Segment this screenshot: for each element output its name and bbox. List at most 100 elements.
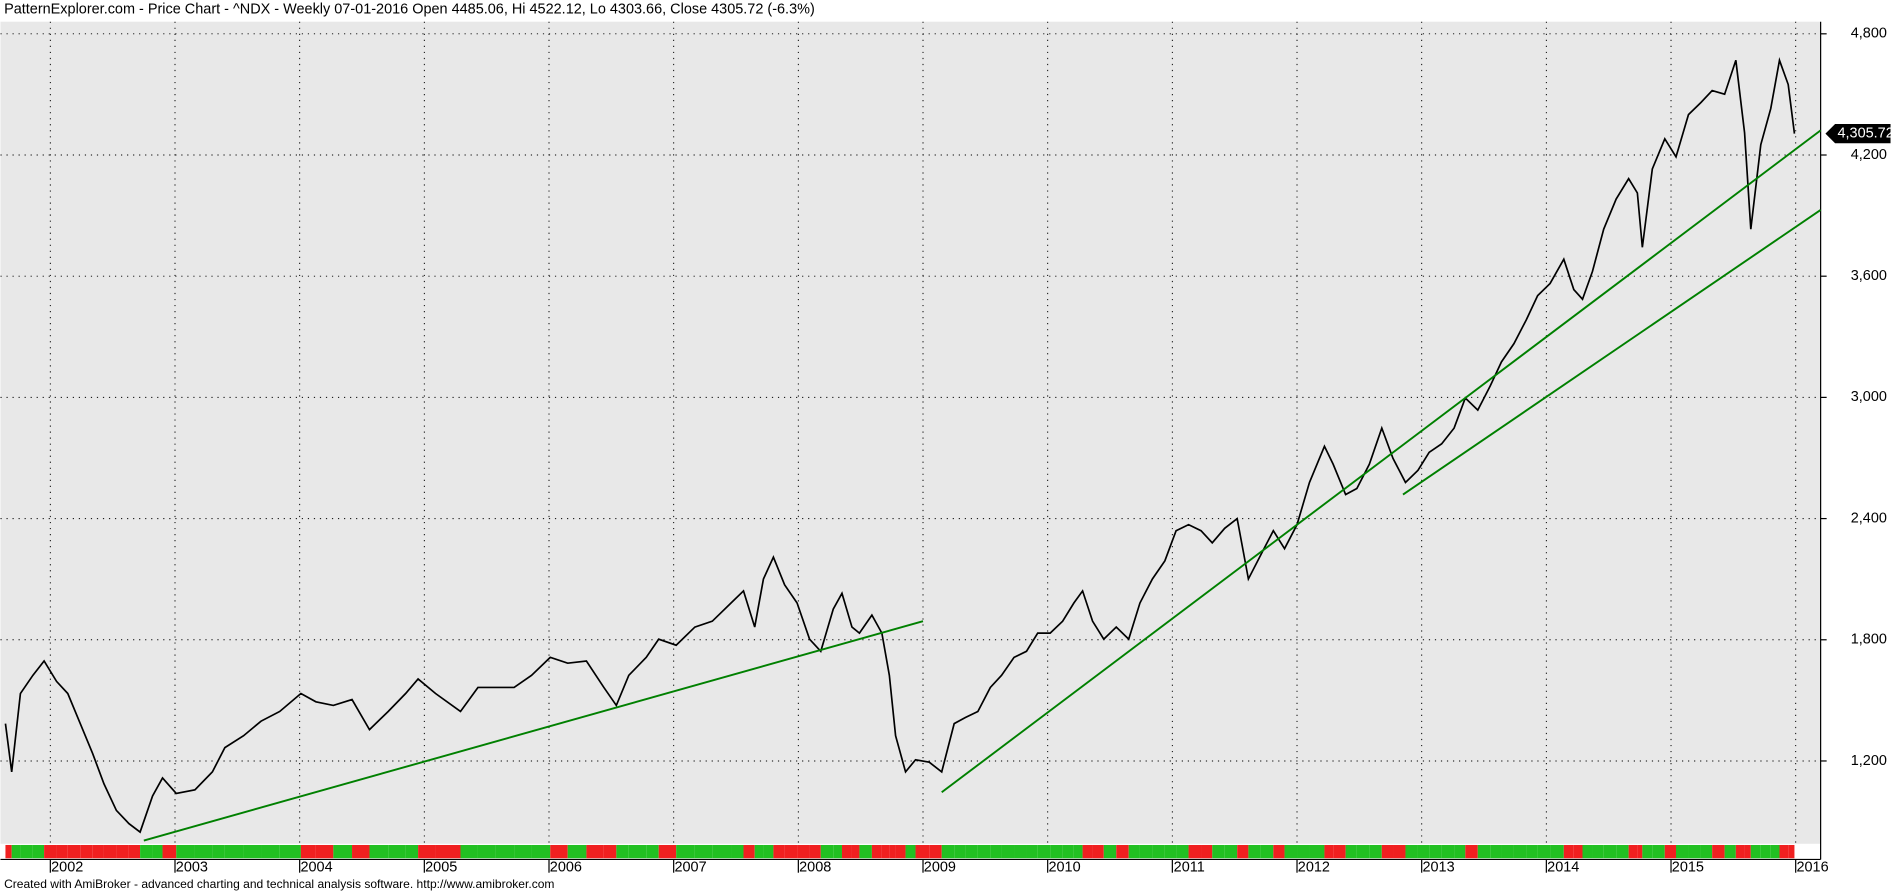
direction-strip [1573,844,1583,859]
direction-strip [176,844,195,859]
direction-strip [11,844,21,859]
direction-strip [871,844,882,859]
direction-strip [1393,844,1406,859]
direction-strip [477,844,496,859]
direction-strip [20,844,33,859]
direction-strip [162,844,177,859]
x-tick-label: 2002 [51,860,83,876]
direction-strip [1092,844,1104,859]
direction-strip [1582,844,1593,859]
direction-strip [712,844,732,859]
direction-strip [977,844,991,859]
direction-strip [224,844,244,859]
direction-strip [1116,844,1129,859]
direction-strip [1664,844,1677,859]
direction-strip [92,844,104,859]
direction-strip [531,844,551,859]
direction-strip [1356,844,1370,859]
direction-strip [1073,844,1083,859]
direction-strip [797,844,810,859]
x-tick-label: 2009 [924,860,956,876]
direction-strip [773,844,785,859]
direction-strip [1637,844,1643,859]
last-value-label: 4,305.72 [1838,125,1891,141]
direction-strip [1152,844,1165,859]
y-tick-label: 1,800 [1851,632,1887,648]
x-tick-label: 2014 [1547,860,1579,876]
direction-strip [731,844,744,859]
x-tick-label: 2006 [550,860,582,876]
direction-strip [194,844,213,859]
direction-strip [1324,844,1334,859]
direction-strip [1273,844,1285,859]
direction-strip [1417,844,1430,859]
direction-strip [965,844,978,859]
direction-strip [1652,844,1665,859]
direction-strip [881,844,890,859]
direction-strip [333,844,353,859]
direction-strip [833,844,842,859]
direction-strip [1760,844,1771,859]
direction-strip [1513,844,1527,859]
y-tick-label: 1,200 [1851,753,1887,769]
direction-strip [212,844,225,859]
direction-strip [56,844,68,859]
direction-strip [1592,844,1604,859]
direction-strip [315,844,334,859]
direction-strip [603,844,617,859]
direction-strip [784,844,798,859]
direction-strip [1465,844,1478,859]
direction-strip [1501,844,1514,859]
direction-strip [1201,844,1213,859]
direction-strip [628,844,647,859]
direction-strip [1212,844,1225,859]
direction-strip [1526,844,1538,859]
x-tick-label: 2012 [1298,860,1330,876]
direction-strip [1082,844,1093,859]
direction-strip [658,844,677,859]
direction-strip [1603,844,1617,859]
direction-strip [1735,844,1745,859]
direction-strip [743,844,755,859]
direction-strip [261,844,280,859]
direction-strip [5,844,12,859]
direction-strip [1788,844,1795,859]
y-tick-label: 4,800 [1851,26,1887,42]
direction-strip [103,844,117,859]
direction-strip [1026,844,1038,859]
direction-strip [1001,844,1015,859]
direction-strip [495,844,515,859]
direction-strip [1700,844,1713,859]
y-tick-label: 3,000 [1851,389,1887,405]
direction-strip [1537,844,1551,859]
direction-strip [1770,844,1780,859]
direction-strip [1724,844,1736,859]
direction-strip [1454,844,1466,859]
direction-strip [1750,844,1761,859]
footer: Created with AmiBroker - advanced charti… [4,877,554,891]
plot-background [0,21,1821,844]
direction-strip [889,844,896,859]
direction-strip [820,844,834,859]
direction-strip [954,844,966,859]
direction-strip [1128,844,1140,859]
direction-strip [1441,844,1455,859]
direction-strip [1103,844,1117,859]
trend-line [1402,209,1822,496]
direction-strip [1369,844,1382,859]
y-tick-label: 4,200 [1851,147,1887,163]
x-tick-label: 2003 [176,860,208,876]
direction-strip [279,844,301,859]
y-tick-label: 2,400 [1851,510,1887,526]
direction-strip [388,844,406,859]
direction-strip [435,844,461,859]
direction-strip [1405,844,1418,859]
direction-strip [1550,844,1564,859]
direction-strip [1139,844,1153,859]
direction-strip [586,844,604,859]
direction-strip [809,844,821,859]
direction-strip [1333,844,1346,859]
direction-strip [895,844,906,859]
direction-strip [1688,844,1701,859]
